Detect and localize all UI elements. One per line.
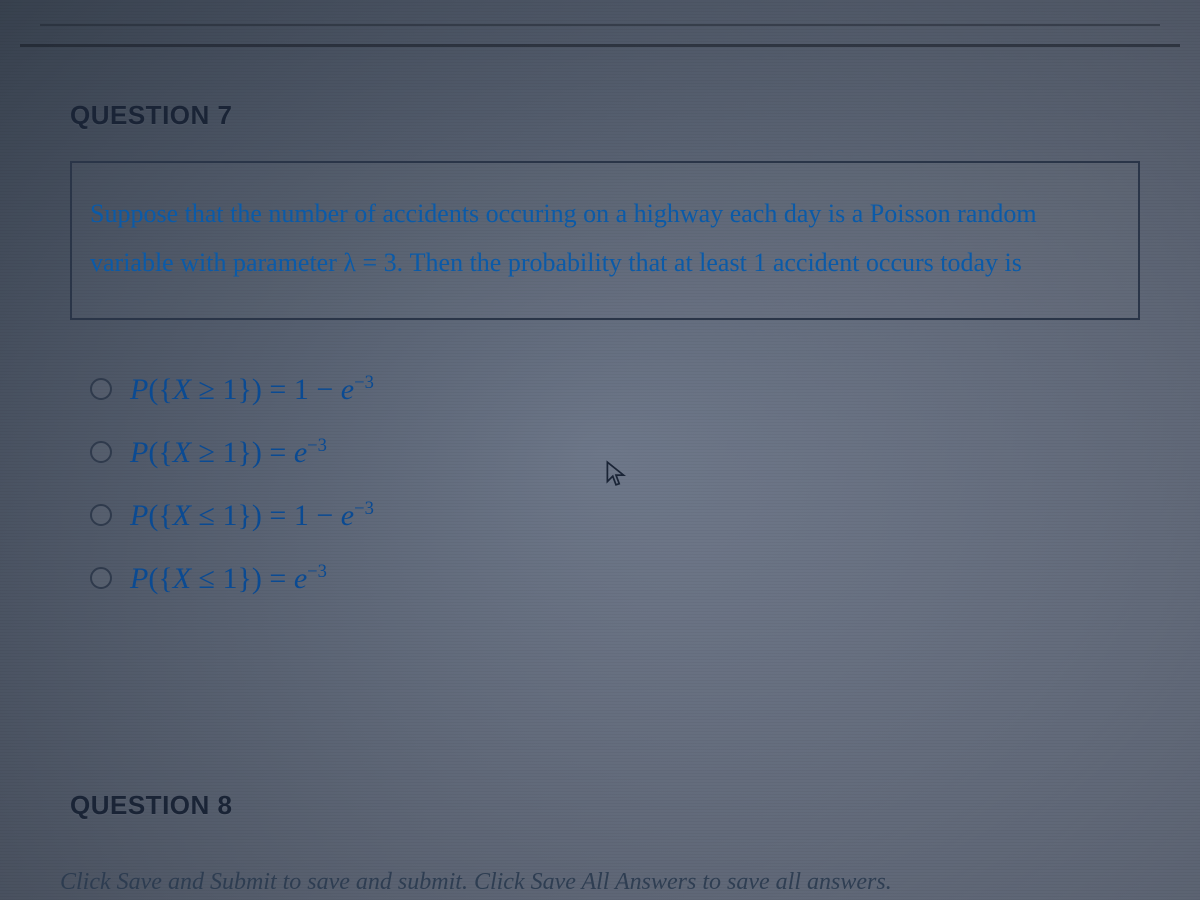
option-label: P({X ≥ 1}) = e−3: [130, 435, 327, 470]
question-7-prompt-box: Suppose that the number of accidents occ…: [70, 161, 1140, 320]
radio-button[interactable]: [90, 567, 112, 589]
question-7-title: QUESTION 7: [70, 100, 1140, 131]
option-row: P({X ≤ 1}) = e−3: [90, 561, 1140, 596]
option-label: P({X ≤ 1}) = 1 − e−3: [130, 498, 374, 533]
question-7-options: P({X ≥ 1}) = 1 − e−3 P({X ≥ 1}) = e−3 P(…: [70, 340, 1140, 596]
option-row: P({X ≥ 1}) = 1 − e−3: [90, 372, 1140, 407]
radio-button[interactable]: [90, 504, 112, 526]
option-label: P({X ≤ 1}) = e−3: [130, 561, 327, 596]
question-7: QUESTION 7 Suppose that the number of ac…: [70, 100, 1140, 624]
option-label: P({X ≥ 1}) = 1 − e−3: [130, 372, 374, 407]
radio-button[interactable]: [90, 378, 112, 400]
question-8: QUESTION 8: [70, 790, 1140, 851]
top-rule: [0, 24, 1200, 54]
option-row: P({X ≤ 1}) = 1 − e−3: [90, 498, 1140, 533]
option-row: P({X ≥ 1}) = e−3: [90, 435, 1140, 470]
question-8-title: QUESTION 8: [70, 790, 1140, 821]
radio-button[interactable]: [90, 441, 112, 463]
question-7-prompt: Suppose that the number of accidents occ…: [90, 189, 1116, 288]
footer-instructions: Click Save and Submit to save and submit…: [60, 869, 892, 896]
